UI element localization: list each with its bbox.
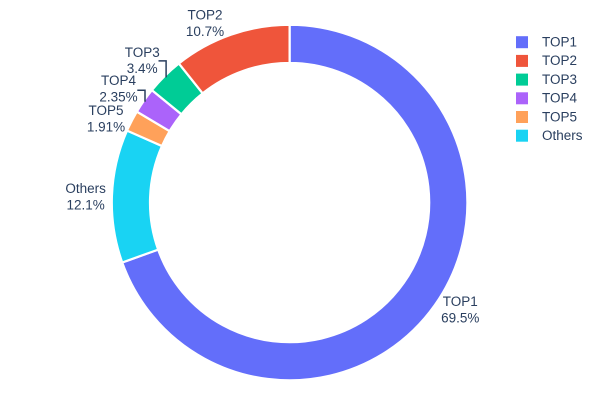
svg-text:TOP1: TOP1 — [542, 35, 577, 50]
svg-text:TOP5: TOP5 — [542, 109, 577, 124]
svg-text:1.91%: 1.91% — [87, 120, 125, 135]
svg-text:TOP3: TOP3 — [542, 72, 577, 87]
svg-text:3.4%: 3.4% — [127, 61, 158, 76]
svg-text:Others: Others — [65, 181, 106, 196]
svg-text:TOP2: TOP2 — [542, 53, 577, 68]
svg-text:Others: Others — [542, 128, 583, 143]
svg-text:TOP4: TOP4 — [542, 91, 578, 106]
svg-text:TOP4: TOP4 — [101, 73, 137, 88]
svg-text:2.35%: 2.35% — [99, 90, 137, 105]
svg-text:TOP5: TOP5 — [88, 103, 123, 118]
svg-text:69.5%: 69.5% — [441, 311, 479, 326]
svg-text:TOP1: TOP1 — [443, 294, 478, 309]
svg-text:TOP2: TOP2 — [187, 8, 222, 23]
svg-text:12.1%: 12.1% — [66, 198, 104, 213]
svg-text:TOP3: TOP3 — [125, 45, 160, 60]
svg-text:10.7%: 10.7% — [186, 24, 224, 39]
